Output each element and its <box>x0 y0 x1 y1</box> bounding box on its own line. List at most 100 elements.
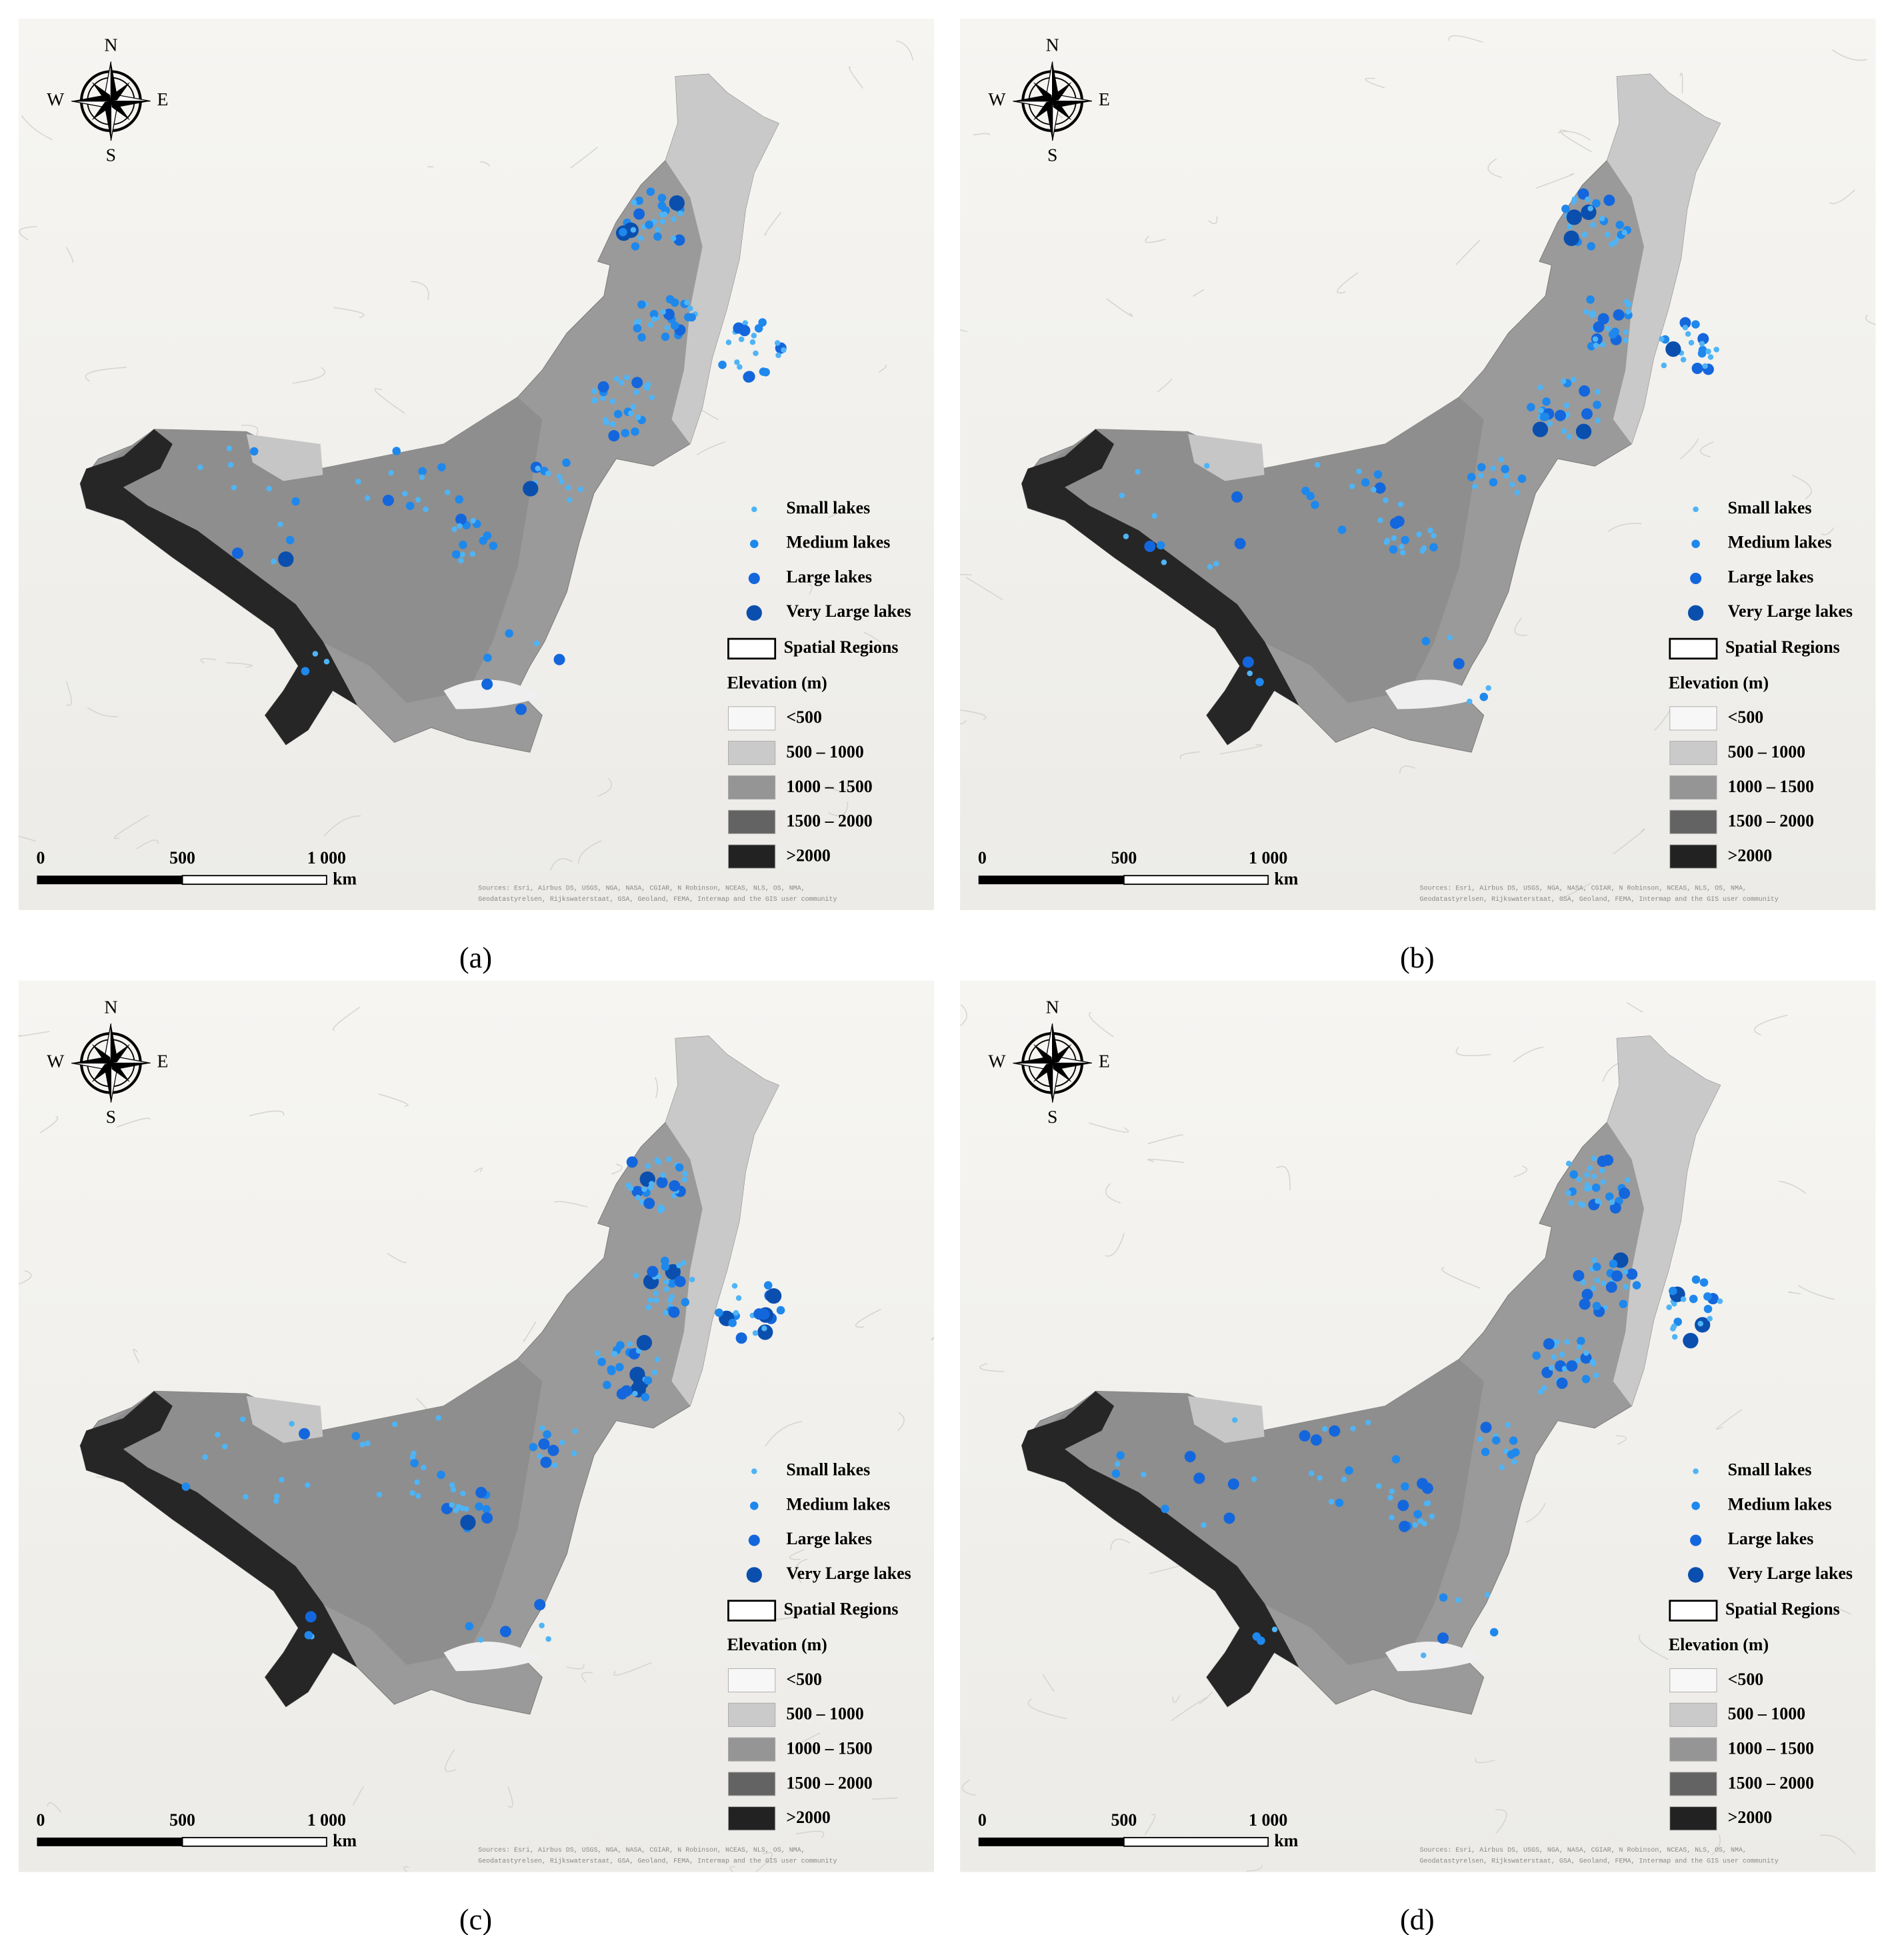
lake <box>647 321 653 328</box>
lake <box>559 1440 565 1446</box>
lake <box>409 1454 416 1460</box>
legend-label: Spatial Regions <box>1725 1599 1840 1618</box>
terrain-texture <box>611 1163 623 1175</box>
lake <box>689 1276 695 1283</box>
river-valley <box>443 1642 543 1672</box>
terrain-texture <box>1754 1014 1788 1036</box>
lake <box>1447 635 1453 641</box>
panel-label: (d) <box>1400 1903 1435 1935</box>
lake <box>449 1502 455 1508</box>
terrain-texture <box>445 1748 457 1772</box>
lake <box>631 377 643 389</box>
lake <box>1626 301 1632 307</box>
lake <box>1593 321 1605 333</box>
lake <box>659 1206 665 1212</box>
lake <box>635 318 642 325</box>
terrain-texture <box>1700 441 1714 458</box>
lake <box>663 308 675 320</box>
compass-label: W <box>47 1051 65 1072</box>
compass-point <box>111 101 131 121</box>
compass-label: W <box>988 89 1006 109</box>
panel-label: (a) <box>459 941 492 974</box>
terrain-texture <box>581 1672 593 1683</box>
terrain-texture <box>1147 1134 1183 1145</box>
lake <box>423 506 429 513</box>
legend-symbol <box>1669 1668 1717 1693</box>
lake <box>567 497 573 503</box>
terrain-texture <box>1105 1183 1121 1204</box>
lake <box>1581 408 1593 420</box>
compass-label: S <box>106 1106 116 1127</box>
elevation-500 <box>246 434 323 481</box>
terrain-texture <box>249 1110 285 1117</box>
scale-unit: km <box>1274 1831 1298 1850</box>
lake <box>545 470 551 477</box>
legend-label: Large lakes <box>786 1529 872 1548</box>
lake <box>523 481 539 497</box>
terrain-texture <box>47 1802 62 1813</box>
compass-label: E <box>1099 89 1110 109</box>
lake <box>738 336 745 343</box>
compass-label: N <box>104 35 117 55</box>
lake <box>1413 1510 1422 1519</box>
lake <box>1374 482 1386 494</box>
lake <box>749 339 756 345</box>
lake <box>1593 400 1601 409</box>
elevation-high <box>80 1391 358 1707</box>
lake <box>600 395 606 401</box>
lake <box>630 227 637 233</box>
legend-symbol <box>1690 572 1702 584</box>
attribution: Geodatastyrelsen, Rijkswaterstaat, GSA, … <box>478 1858 837 1865</box>
lake <box>1507 1450 1516 1459</box>
lake <box>1625 1177 1631 1184</box>
lake <box>1503 1448 1509 1454</box>
lake <box>1335 1498 1344 1508</box>
lake <box>735 1332 747 1344</box>
legend-label: 1500 – 2000 <box>1728 811 1814 831</box>
terrain-texture <box>1833 1608 1851 1615</box>
lake <box>1399 1520 1411 1532</box>
lake <box>1601 1280 1607 1286</box>
lake <box>1699 1278 1709 1287</box>
lake <box>1561 204 1570 213</box>
lake <box>660 1172 666 1178</box>
lake <box>577 486 584 493</box>
legend-label: 500 – 1000 <box>1728 742 1805 761</box>
lake <box>1689 1294 1698 1304</box>
lake <box>1688 339 1695 346</box>
terrain-texture <box>87 707 118 717</box>
legend-label: Spatial Regions <box>784 637 899 657</box>
lake <box>1301 486 1310 495</box>
lake <box>1611 239 1618 246</box>
terrain-texture <box>18 1031 50 1037</box>
lake <box>1361 478 1370 487</box>
scale-bar <box>978 1837 1124 1846</box>
lake <box>655 227 661 233</box>
terrain-texture <box>1639 1634 1669 1660</box>
lake <box>761 1325 767 1332</box>
terrain-texture <box>897 1412 905 1432</box>
river-valley <box>1385 679 1484 709</box>
lake <box>553 653 565 665</box>
compass <box>1013 1024 1092 1103</box>
lake <box>674 1276 686 1288</box>
lake <box>1420 1652 1427 1658</box>
lake <box>765 1288 782 1304</box>
terrain-texture <box>1042 1674 1055 1692</box>
lake <box>365 495 371 501</box>
lake <box>1591 1156 1597 1162</box>
lake <box>1707 354 1714 360</box>
compass-point <box>111 1024 117 1064</box>
elevation-500 <box>1187 434 1265 481</box>
lake <box>663 1279 670 1285</box>
lake <box>753 350 759 357</box>
lake <box>1538 407 1544 413</box>
lake <box>1421 545 1427 551</box>
compass <box>1013 61 1092 141</box>
lake <box>631 1186 643 1198</box>
elevation-mid <box>98 397 543 703</box>
lake <box>1554 409 1566 421</box>
lake <box>1349 483 1355 489</box>
lake <box>1377 517 1383 523</box>
terrain-texture <box>960 573 972 581</box>
